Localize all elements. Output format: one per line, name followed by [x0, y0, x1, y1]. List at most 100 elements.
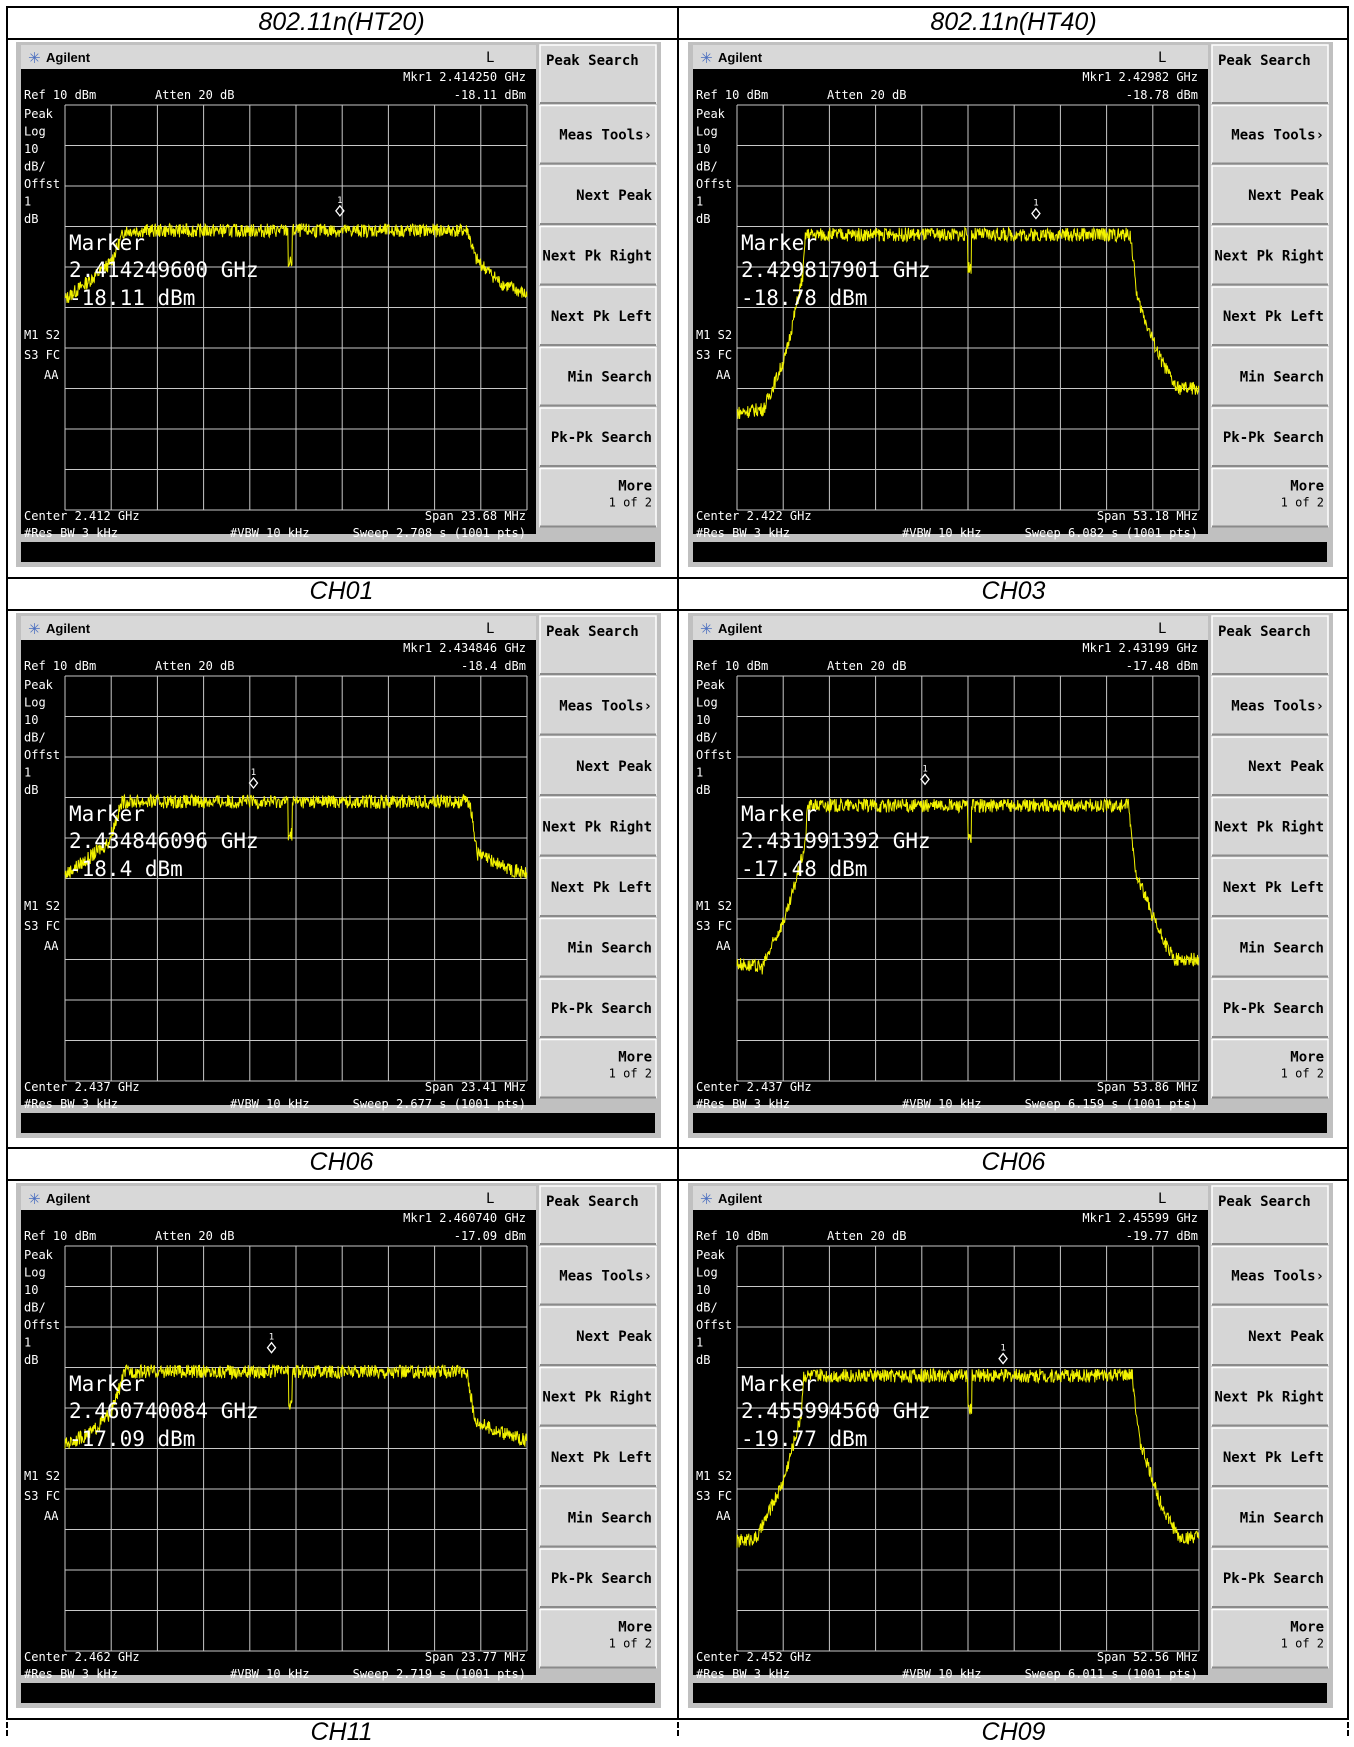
softkey-label: Meas Tools› — [559, 128, 652, 144]
next-peak-softkey[interactable]: Next Peak — [1211, 1306, 1329, 1366]
min-search-softkey[interactable]: Min Search — [1211, 917, 1329, 978]
marker-frequency: 2.455994560 GHz — [741, 1399, 931, 1423]
pk-pk-search-softkey[interactable]: Pk-Pk Search — [1211, 978, 1329, 1038]
scale-label: 1 — [696, 1336, 703, 1350]
analyzer-screen: ✳ Agilent L Mkr1 2.434846 GHz -18.4 dBm Ref 1… — [16, 613, 661, 1138]
softkey-label: Peak Search — [1218, 624, 1311, 640]
status-flag: L — [486, 50, 494, 66]
pk-pk-search-softkey[interactable]: Pk-Pk Search — [539, 978, 657, 1038]
peak-search-softkey[interactable]: Peak Search — [539, 1185, 657, 1245]
min-search-softkey[interactable]: Min Search — [1211, 1487, 1329, 1548]
meas-tools-softkey[interactable]: Meas Tools› — [1211, 104, 1329, 165]
mode-label: AA — [44, 1509, 59, 1523]
marker-title: Marker — [741, 802, 817, 826]
peak-search-softkey[interactable]: Peak Search — [1211, 615, 1329, 675]
marker-frequency: 2.414249600 GHz — [69, 258, 259, 282]
pk-pk-search-softkey[interactable]: Pk-Pk Search — [1211, 407, 1329, 467]
mode-label: S3 FC — [24, 1489, 60, 1503]
next-pk-right-softkey[interactable]: Next Pk Right — [1211, 1366, 1329, 1427]
meas-tools-softkey[interactable]: Meas Tools› — [539, 1245, 657, 1306]
peak-search-softkey[interactable]: Peak Search — [1211, 1185, 1329, 1245]
table-rule — [1347, 6, 1349, 1718]
reference-level: Ref 10 dBm — [696, 1229, 768, 1243]
agilent-logo-icon: ✳ — [700, 1190, 713, 1208]
min-search-softkey[interactable]: Min Search — [1211, 346, 1329, 407]
meas-tools-softkey[interactable]: Meas Tools› — [539, 104, 657, 165]
peak-search-softkey[interactable]: Peak Search — [539, 615, 657, 675]
min-search-softkey[interactable]: Min Search — [539, 1487, 657, 1548]
next-pk-right-softkey[interactable]: Next Pk Right — [539, 1366, 657, 1427]
next-peak-softkey[interactable]: Next Peak — [1211, 165, 1329, 225]
status-bar — [21, 1683, 655, 1703]
meas-tools-softkey[interactable]: Meas Tools› — [1211, 675, 1329, 736]
scale-label: Offst — [696, 1318, 732, 1332]
center-frequency: Center 2.422 GHz — [696, 509, 812, 523]
peak-search-softkey[interactable]: Peak Search — [539, 44, 657, 104]
meas-tools-softkey[interactable]: Meas Tools› — [1211, 1245, 1329, 1306]
mode-label: M1 S2 — [24, 899, 60, 913]
next-pk-left-softkey[interactable]: Next Pk Left — [1211, 1427, 1329, 1487]
table-rule — [6, 1706, 10, 1736]
next-pk-left-softkey[interactable]: Next Pk Left — [1211, 857, 1329, 917]
softkey-label: Pk-Pk Search — [1223, 1001, 1324, 1017]
center-frequency: Center 2.452 GHz — [696, 1650, 812, 1664]
title-bar — [21, 1186, 536, 1210]
frequency-span: Span 23.77 MHz — [425, 1650, 526, 1664]
table-rule — [6, 6, 1349, 8]
next-peak-softkey[interactable]: Next Peak — [1211, 736, 1329, 796]
channel-caption: CH09 — [981, 1718, 1046, 1746]
softkey-page-indicator: 1 of 2 — [1281, 1637, 1324, 1651]
min-search-softkey[interactable]: Min Search — [539, 917, 657, 978]
next-pk-left-softkey[interactable]: Next Pk Left — [539, 286, 657, 346]
status-flag: L — [486, 1191, 494, 1207]
next-peak-softkey[interactable]: Next Peak — [539, 1306, 657, 1366]
analyzer-screen: ✳ Agilent L Mkr1 2.43199 GHz -17.48 dBm Ref 1… — [688, 613, 1333, 1138]
peak-search-softkey[interactable]: Peak Search — [1211, 44, 1329, 104]
marker-level: -19.77 dBm — [741, 1427, 867, 1451]
softkey-label: More — [618, 1620, 652, 1636]
softkey-label: Min Search — [1240, 1511, 1324, 1527]
sweep-time: Sweep 2.708 s (1001 pts) — [353, 526, 526, 540]
status-bar — [693, 1113, 1327, 1133]
agilent-logo-icon: ✳ — [28, 49, 41, 67]
table-rule — [6, 38, 1349, 40]
title-bar — [21, 45, 536, 69]
next-pk-right-softkey[interactable]: Next Pk Right — [1211, 796, 1329, 857]
resolution-bandwidth: #Res BW 3 kHz — [696, 1667, 790, 1681]
pk-pk-search-softkey[interactable]: Pk-Pk Search — [1211, 1548, 1329, 1608]
scale-label: dB — [24, 212, 38, 226]
resolution-bandwidth: #Res BW 3 kHz — [24, 1097, 118, 1111]
reference-level: Ref 10 dBm — [696, 659, 768, 673]
next-pk-left-softkey[interactable]: Next Pk Left — [539, 857, 657, 917]
softkey-label: Next Pk Left — [551, 1450, 652, 1466]
next-pk-right-softkey[interactable]: Next Pk Right — [1211, 225, 1329, 286]
softkey-label: Next Peak — [1248, 188, 1324, 204]
scale-label: 10 — [24, 1283, 38, 1297]
min-search-softkey[interactable]: Min Search — [539, 346, 657, 407]
scale-label: Log — [24, 125, 46, 139]
marker-diamond-icon — [1031, 207, 1041, 220]
next-peak-softkey[interactable]: Next Peak — [539, 736, 657, 796]
pk-pk-search-softkey[interactable]: Pk-Pk Search — [539, 407, 657, 467]
softkey-label: More — [1290, 479, 1324, 495]
next-pk-right-softkey[interactable]: Next Pk Right — [539, 225, 657, 286]
pk-pk-search-softkey[interactable]: Pk-Pk Search — [539, 1548, 657, 1608]
reference-level: Ref 10 dBm — [24, 659, 96, 673]
next-pk-left-softkey[interactable]: Next Pk Left — [1211, 286, 1329, 346]
softkey-label: Peak Search — [1218, 53, 1311, 69]
table-rule — [6, 6, 8, 1718]
marker-number: 1 — [337, 196, 342, 206]
next-pk-right-softkey[interactable]: Next Pk Right — [539, 796, 657, 857]
meas-tools-softkey[interactable]: Meas Tools› — [539, 675, 657, 736]
marker-diamond-icon — [266, 1341, 277, 1354]
next-pk-left-softkey[interactable]: Next Pk Left — [539, 1427, 657, 1487]
next-peak-softkey[interactable]: Next Peak — [539, 165, 657, 225]
scale-label: dB/ — [696, 1301, 718, 1315]
title-bar — [693, 616, 1208, 640]
